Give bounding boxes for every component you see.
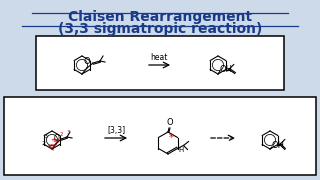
Text: 3: 3 [43,134,47,139]
Text: OH: OH [220,64,233,73]
FancyBboxPatch shape [36,36,284,90]
Text: (3,3 sigmatropic reaction): (3,3 sigmatropic reaction) [58,22,262,36]
Text: 3: 3 [66,130,70,135]
Text: O: O [167,118,173,127]
Text: *: * [169,133,173,143]
FancyBboxPatch shape [4,97,316,175]
Text: H: H [178,147,183,154]
Text: [3,3]: [3,3] [107,125,125,134]
Text: OH: OH [272,141,285,150]
Text: 1: 1 [52,138,56,143]
Text: Claisen Rearrangement: Claisen Rearrangement [68,10,252,24]
Text: heat: heat [150,53,168,62]
Text: 2: 2 [59,132,63,137]
Text: 2: 2 [41,141,45,146]
Text: O: O [54,134,60,143]
Text: O: O [84,57,90,66]
Text: 1: 1 [49,145,53,150]
